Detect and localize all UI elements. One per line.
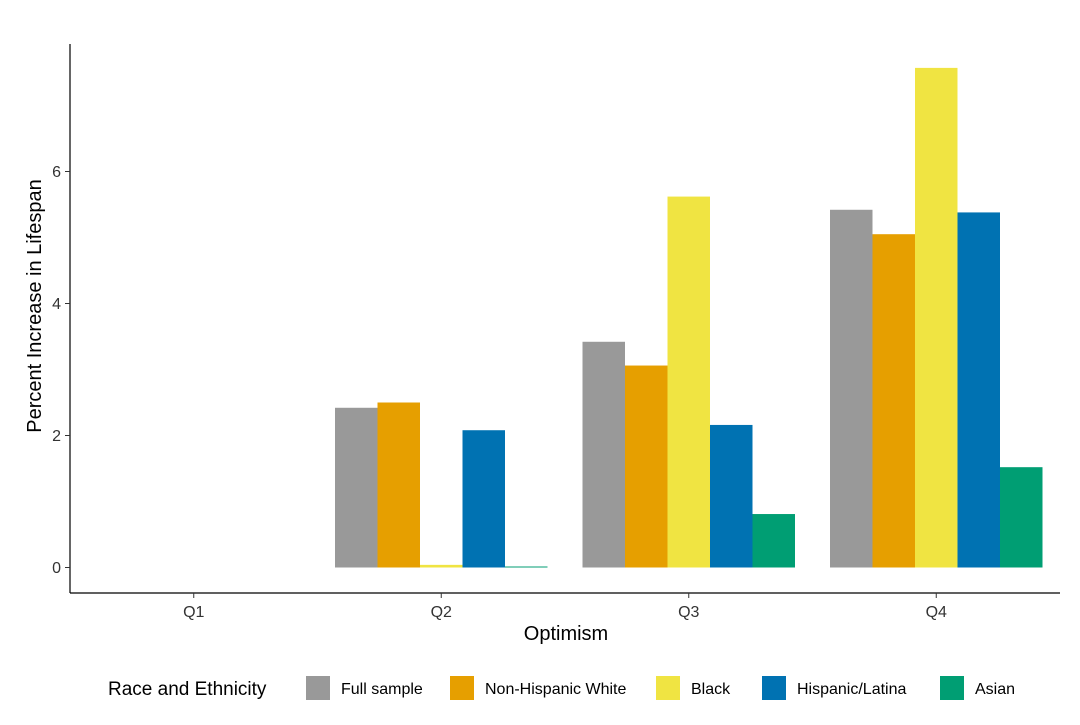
legend-key-black [656, 676, 680, 700]
legend-key-hispanic-latina [762, 676, 786, 700]
bars [335, 67, 1043, 568]
y-tick-label: 6 [52, 164, 61, 181]
bar-q4-hispanic-latina [957, 212, 1000, 568]
bar-q3-non-hispanic-white [625, 365, 668, 568]
x-tick-label-q1: Q1 [183, 604, 204, 621]
y-axis-title: Percent Increase in Lifespan [24, 179, 46, 433]
legend: Race and Ethnicity Full sample Non-Hispan… [108, 676, 1015, 700]
y-axis-ticks: 0 2 4 6 [52, 164, 70, 577]
legend-label-asian: Asian [975, 681, 1015, 698]
legend-items: Full sample Non-Hispanic White Black Hispan… [306, 676, 1015, 700]
bar-q4-black [915, 67, 958, 568]
legend-label-black: Black [691, 681, 731, 698]
x-axis-ticks: Q1 Q2 Q3 Q4 [183, 593, 947, 621]
bar-q3-black [667, 196, 710, 568]
bar-q4-non-hispanic-white [872, 234, 915, 568]
x-tick-label-q2: Q2 [431, 604, 452, 621]
legend-label-hispanic-latina: Hispanic/Latina [797, 681, 907, 698]
bar-q2-black [420, 564, 463, 568]
bar-q4-asian [1000, 467, 1043, 568]
x-axis-title: Optimism [524, 623, 608, 645]
y-tick-label: 2 [52, 428, 61, 445]
legend-key-asian [940, 676, 964, 700]
x-tick-label-q3: Q3 [678, 604, 699, 621]
y-tick-label: 4 [52, 296, 61, 313]
legend-label-non-hispanic-white: Non-Hispanic White [485, 681, 626, 698]
bar-q3-full-sample [582, 341, 625, 568]
x-tick-label-q4: Q4 [926, 604, 947, 621]
plot-area: 0 2 4 6 Q1 Q2 Q3 Q4 [52, 44, 1060, 621]
bar-q2-asian [505, 566, 548, 568]
legend-label-full-sample: Full sample [341, 681, 423, 698]
bar-q2-full-sample [335, 407, 378, 568]
bar-q3-asian [752, 514, 795, 568]
bar-q4-full-sample [830, 209, 873, 568]
legend-key-non-hispanic-white [450, 676, 474, 700]
bar-q3-hispanic-latina [710, 424, 753, 568]
bar-q2-hispanic-latina [462, 430, 505, 568]
legend-title: Race and Ethnicity [108, 679, 267, 700]
legend-key-full-sample [306, 676, 330, 700]
bar-q2-non-hispanic-white [377, 402, 420, 568]
y-tick-label: 0 [52, 560, 61, 577]
